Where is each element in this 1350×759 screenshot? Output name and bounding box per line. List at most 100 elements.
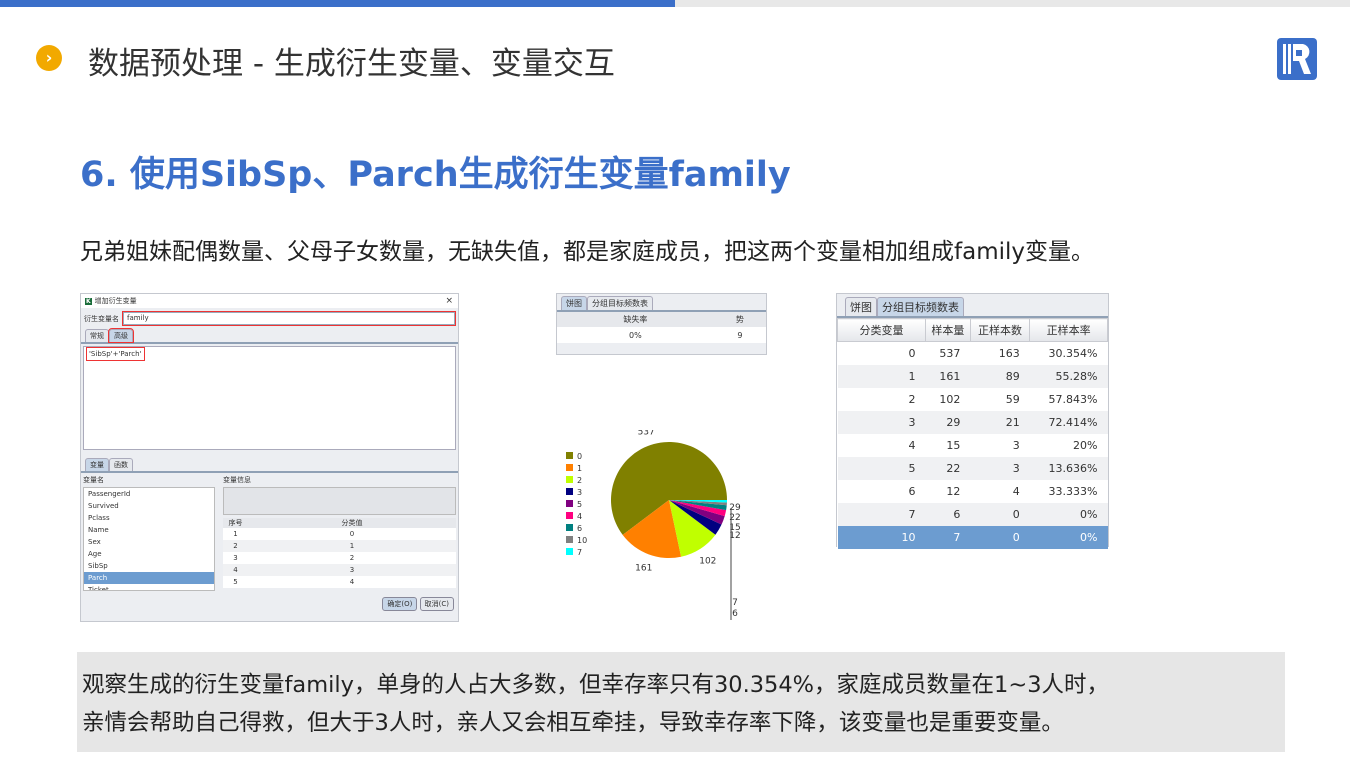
data-label: 102 bbox=[699, 557, 716, 567]
table-cell: 7 bbox=[837, 502, 926, 526]
legend-label: 2 bbox=[577, 476, 582, 485]
tab-freq-table[interactable]: 分组目标频数表 bbox=[877, 297, 964, 316]
legend-swatch bbox=[566, 476, 573, 483]
add-derived-variable-dialog: K 增加衍生变量 × 衍生变量名 family 常规 高级 'SibSp'+'Pa… bbox=[80, 293, 459, 622]
col-header: 正样本率 bbox=[1029, 318, 1108, 342]
table-row[interactable]: 7 6 0 0% bbox=[837, 502, 1108, 526]
tab-advanced[interactable]: 高级 bbox=[108, 328, 134, 343]
variable-list-item[interactable]: PassengerId bbox=[88, 490, 131, 498]
var-info-header: 变量信息 bbox=[223, 476, 251, 484]
data-label: 29 bbox=[729, 503, 741, 513]
table-cell: 89 bbox=[970, 364, 1030, 388]
data-label: 161 bbox=[635, 563, 652, 573]
table-cell: 59 bbox=[1005, 392, 1020, 406]
tab-general[interactable]: 常规 bbox=[85, 329, 109, 342]
cardinality-value: 9 bbox=[737, 330, 743, 340]
data-label: 22 bbox=[729, 513, 740, 523]
frequency-table: 分类变量 样本量 正样本数 正样本率 0 537 163 30.354% 1 161 89 55.2… bbox=[837, 318, 1108, 549]
variable-list-item[interactable]: Sex bbox=[88, 538, 101, 546]
variable-name-input[interactable]: family bbox=[122, 311, 456, 326]
table-cell: 3 bbox=[233, 554, 238, 562]
variable-list-item[interactable]: Ticket bbox=[88, 586, 109, 591]
tab-pie[interactable]: 饼图 bbox=[845, 297, 877, 316]
table-cell: 4 bbox=[908, 438, 916, 452]
pie-slice-4 bbox=[669, 500, 727, 517]
cardinality-header: 势 bbox=[735, 315, 744, 324]
table-cell: 6 bbox=[908, 484, 916, 498]
variable-list-item[interactable]: SibSp bbox=[88, 562, 108, 570]
col-header: 分类变量 bbox=[837, 318, 926, 342]
intro-text: 兄弟姐妹配偶数量、父母子女数量，无缺失值，都是家庭成员，把这两个变量相加组成fa… bbox=[80, 239, 1094, 265]
variable-list-item[interactable]: Pclass bbox=[88, 514, 110, 522]
table-cell: 1 bbox=[349, 542, 355, 550]
table-cell: 3 bbox=[349, 566, 355, 574]
pie-slice-2 bbox=[669, 500, 716, 557]
table-cell: 163 bbox=[998, 346, 1020, 360]
legend-swatch bbox=[566, 524, 573, 531]
cancel-button[interactable]: 取消(C) bbox=[419, 597, 454, 611]
close-icon[interactable]: × bbox=[445, 296, 453, 306]
legend-swatch bbox=[566, 500, 573, 507]
table-cell: 4 bbox=[233, 566, 238, 574]
summary-box: 观察生成的衍生变量family，单身的人占大多数，但幸存率只有30.354%，家… bbox=[77, 652, 1285, 752]
table-cell: 7 bbox=[925, 525, 971, 549]
var-list-header: 变量名 bbox=[83, 476, 104, 484]
table-row[interactable]: 1 161 89 55.28% bbox=[837, 364, 1108, 388]
tab-pie[interactable]: 饼图 bbox=[561, 296, 587, 310]
variable-list-item[interactable]: Parch bbox=[84, 572, 214, 584]
table-cell: 0 bbox=[349, 530, 355, 538]
table-cell: 29 bbox=[925, 410, 971, 434]
data-label: 537 bbox=[638, 430, 655, 438]
top-accent-bar bbox=[0, 0, 675, 7]
legend-swatch bbox=[566, 512, 573, 519]
table-row[interactable]: 10 7 0 0% bbox=[837, 525, 1108, 549]
legend-swatch bbox=[566, 536, 573, 543]
chevron-right-icon: › bbox=[36, 45, 62, 71]
table-row[interactable]: 4 15 3 20% bbox=[838, 434, 1108, 457]
r-logo bbox=[1277, 38, 1317, 80]
table-cell: 5 bbox=[837, 456, 926, 480]
section-title: 6. 使用SibSp、Parch生成衍生变量family bbox=[80, 155, 791, 195]
table-row[interactable]: 5 22 3 13.636% bbox=[837, 456, 1108, 480]
table-cell: 2 bbox=[233, 542, 238, 550]
col-header: 分类值 bbox=[341, 519, 363, 527]
table-cell: 3 bbox=[1012, 438, 1020, 452]
legend-swatch bbox=[566, 464, 573, 471]
tab-functions[interactable]: 函数 bbox=[109, 458, 133, 471]
table-cell: 30.354% bbox=[1048, 346, 1098, 360]
pie-slice-7 bbox=[669, 500, 727, 503]
table-cell: 22 bbox=[925, 456, 971, 480]
legend-label: 6 bbox=[577, 524, 582, 533]
data-label: 12 bbox=[729, 531, 740, 541]
table-cell: 57.843% bbox=[1048, 392, 1098, 406]
table-row[interactable]: 3 29 21 72.414% bbox=[837, 410, 1108, 434]
table-cell: 1 bbox=[233, 530, 238, 538]
pie-slice-5 bbox=[669, 500, 725, 525]
table-cell: 3 bbox=[970, 456, 1030, 480]
table-cell: 55.28% bbox=[1029, 364, 1108, 388]
pie-slice-0 bbox=[611, 442, 727, 535]
tab-freq-table[interactable]: 分组目标频数表 bbox=[587, 296, 653, 310]
legend-label: 1 bbox=[577, 464, 582, 473]
table-cell: 10 bbox=[837, 525, 926, 549]
table-row[interactable]: 0 537 163 30.354% bbox=[838, 342, 1108, 365]
variable-list-item[interactable]: Age bbox=[88, 550, 102, 558]
table-cell: 2 bbox=[908, 392, 916, 406]
variable-list[interactable]: PassengerId Survived Pclass Name Sex Age SibSp… bbox=[83, 487, 215, 591]
variable-list-item[interactable]: Survived bbox=[88, 502, 119, 510]
expression-text[interactable]: 'SibSp'+'Parch' bbox=[86, 347, 145, 361]
ok-button[interactable]: 确定(O) bbox=[382, 597, 418, 611]
table-cell: 33.333% bbox=[1048, 484, 1098, 498]
table-cell: 20% bbox=[1073, 438, 1098, 452]
tab-variables[interactable]: 变量 bbox=[85, 458, 109, 471]
variable-list-item[interactable]: Name bbox=[88, 526, 109, 534]
table-row[interactable]: 2 102 59 57.843% bbox=[838, 388, 1108, 411]
table-row[interactable]: 6 12 4 33.333% bbox=[838, 480, 1108, 503]
table-cell: 13.636% bbox=[1029, 456, 1108, 480]
